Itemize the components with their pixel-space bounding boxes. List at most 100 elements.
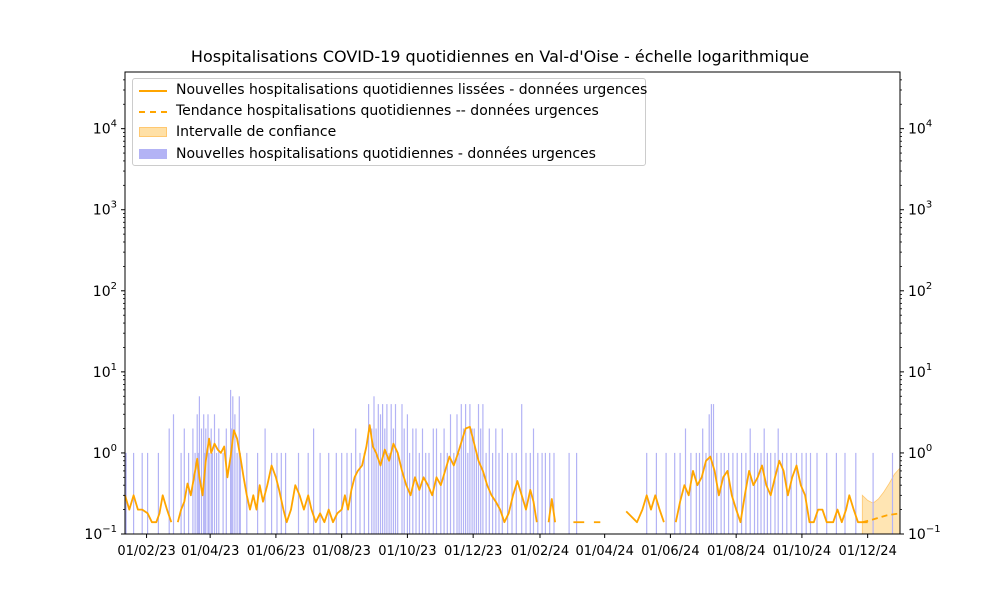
y-tick-label-right: 100	[908, 443, 932, 462]
daily-bar	[805, 452, 807, 534]
daily-bar	[507, 452, 509, 534]
daily-bar	[749, 428, 751, 534]
daily-bar	[379, 414, 382, 534]
y-tick-label: 102	[93, 281, 117, 300]
daily-bar	[207, 414, 209, 534]
daily-bar	[216, 452, 218, 534]
daily-bar	[213, 414, 216, 534]
daily-bar	[872, 452, 874, 534]
daily-bar	[313, 428, 315, 534]
daily-bar	[480, 428, 482, 534]
x-tick-label: 01/08/24	[707, 544, 765, 559]
daily-bar	[406, 414, 408, 534]
daily-bar	[471, 428, 473, 534]
x-tick-label: 01/12/24	[838, 544, 896, 559]
daily-bar	[238, 396, 240, 534]
daily-bar	[368, 404, 370, 534]
smoothed-line-segment	[547, 498, 556, 523]
daily-bar	[763, 428, 765, 534]
daily-bar	[816, 452, 818, 534]
daily-bar	[225, 428, 227, 534]
daily-bar	[141, 452, 143, 534]
x-tick-label: 01/04/24	[575, 544, 633, 559]
daily-bar	[760, 452, 762, 534]
daily-bar	[684, 428, 687, 534]
daily-bar	[809, 452, 812, 534]
daily-bar	[205, 428, 207, 534]
trend-line	[862, 512, 901, 524]
daily-bar	[211, 452, 213, 534]
daily-bar	[855, 452, 857, 534]
daily-bar	[453, 452, 455, 534]
daily-bar	[168, 428, 170, 534]
x-tick-label: 01/10/24	[773, 544, 831, 559]
daily-bar	[665, 452, 667, 534]
daily-bar	[386, 404, 388, 534]
daily-bar	[766, 452, 768, 534]
daily-bar	[180, 452, 182, 534]
daily-bar	[328, 452, 330, 534]
daily-bar	[757, 452, 759, 534]
daily-bar	[377, 404, 379, 534]
legend-label-daily: Nouvelles hospitalisations quotidiennes …	[176, 146, 596, 162]
legend-item-confidence: Intervalle de confiance	[133, 123, 645, 143]
smoothed-line-segment	[176, 424, 538, 524]
smoothed-line-segment	[674, 455, 868, 524]
daily-bar	[553, 452, 555, 534]
y-tick-label: 104	[93, 119, 117, 138]
y-tick-label: 101	[93, 362, 117, 381]
daily-bar	[412, 428, 414, 534]
daily-bar	[498, 452, 500, 534]
daily-bar	[371, 428, 373, 534]
daily-bar	[133, 452, 135, 534]
legend-item-smoothed: Nouvelles hospitalisations quotidiennes …	[133, 81, 647, 101]
daily-bar	[469, 404, 471, 534]
daily-bar	[753, 452, 756, 534]
smoothed-line-segment	[625, 494, 665, 524]
daily-bar	[515, 452, 517, 534]
daily-bar	[705, 452, 707, 534]
daily-bar	[801, 452, 803, 534]
daily-bar	[777, 428, 779, 534]
daily-bar	[218, 428, 220, 534]
daily-bar	[418, 452, 420, 534]
daily-bar	[674, 452, 676, 534]
daily-bar	[172, 414, 175, 534]
daily-bar	[521, 404, 523, 534]
x-tick-label: 01/02/24	[511, 544, 569, 559]
y-tick-label: 100	[93, 443, 117, 462]
daily-bar	[646, 452, 648, 534]
daily-bar	[781, 452, 784, 534]
daily-bar	[382, 404, 384, 534]
daily-bar	[234, 414, 236, 534]
daily-bar	[736, 452, 738, 534]
daily-bar	[341, 452, 343, 534]
daily-bar	[446, 452, 448, 534]
daily-bar	[549, 452, 551, 534]
daily-bar	[307, 452, 309, 534]
daily-bar	[795, 452, 798, 534]
y-tick-label-right: 103	[908, 200, 932, 219]
daily-bar	[280, 452, 282, 534]
daily-bar	[392, 428, 394, 534]
daily-bar	[232, 396, 234, 534]
daily-bar	[443, 428, 445, 534]
daily-bar	[716, 452, 718, 534]
daily-bar	[473, 428, 475, 534]
daily-bar	[475, 452, 477, 534]
daily-bar	[541, 452, 543, 534]
daily-bar	[359, 452, 361, 534]
daily-bar	[485, 452, 487, 534]
legend-label-trend: Tendance hospitalisations quotidiennes -…	[176, 103, 599, 119]
daily-bar	[222, 452, 224, 534]
daily-bar	[679, 452, 681, 534]
daily-bar	[198, 396, 200, 534]
daily-bar	[236, 452, 238, 534]
y-tick-label: 103	[93, 200, 117, 219]
legend-swatch-smoothed	[139, 90, 167, 92]
daily-bar	[276, 452, 278, 534]
daily-bar	[183, 428, 185, 534]
daily-bar	[690, 452, 692, 534]
daily-bar	[319, 452, 321, 534]
